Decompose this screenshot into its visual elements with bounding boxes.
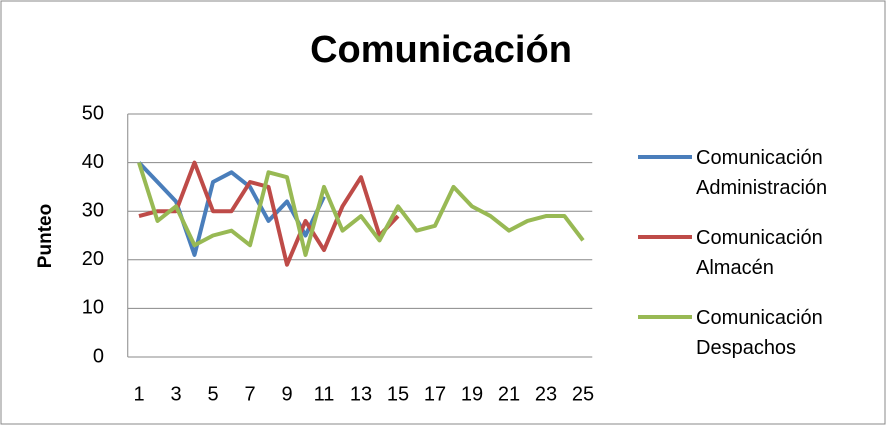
legend-item: Comunicación Administración [638, 143, 878, 203]
series-line [138, 160, 400, 267]
x-tick-label: 1 [133, 383, 144, 405]
x-tick-label: 7 [244, 383, 255, 405]
legend-label: Comunicación Almacén [696, 227, 823, 279]
legend-label: Comunicación Administración [696, 147, 828, 199]
x-tick-label: 3 [170, 383, 181, 405]
x-tick-label: 15 [387, 383, 409, 405]
x-tick-label: 23 [535, 383, 557, 405]
x-tick-label: 9 [281, 383, 292, 405]
x-tick-label: 5 [207, 383, 218, 405]
y-tick-label: 10 [82, 297, 104, 319]
legend-item: Comunicación Despachos [638, 303, 878, 363]
y-tick-label: 50 [82, 102, 104, 124]
x-tick-label: 13 [350, 383, 372, 405]
y-tick-label: 40 [82, 151, 104, 173]
x-tick-label: 17 [424, 383, 446, 405]
legend-swatch [638, 235, 692, 239]
series-line [137, 161, 585, 257]
chart-title: Comunicación [310, 29, 572, 71]
x-tick-label: 21 [498, 383, 520, 405]
x-tick-label: 11 [314, 383, 335, 405]
y-tick-label: 0 [93, 345, 104, 367]
x-tick-label: 25 [572, 383, 594, 405]
y-tick-label: 30 [82, 199, 104, 221]
series-line [137, 161, 326, 257]
legend-swatch [638, 155, 692, 159]
y-tick-label: 20 [82, 248, 104, 270]
legend-item: Comunicación Almacén [638, 223, 878, 283]
legend-swatch [638, 315, 692, 319]
x-tick-label: 19 [461, 383, 483, 405]
y-axis-title: Punteo [35, 204, 56, 268]
legend-label: Comunicación Despachos [696, 307, 823, 359]
